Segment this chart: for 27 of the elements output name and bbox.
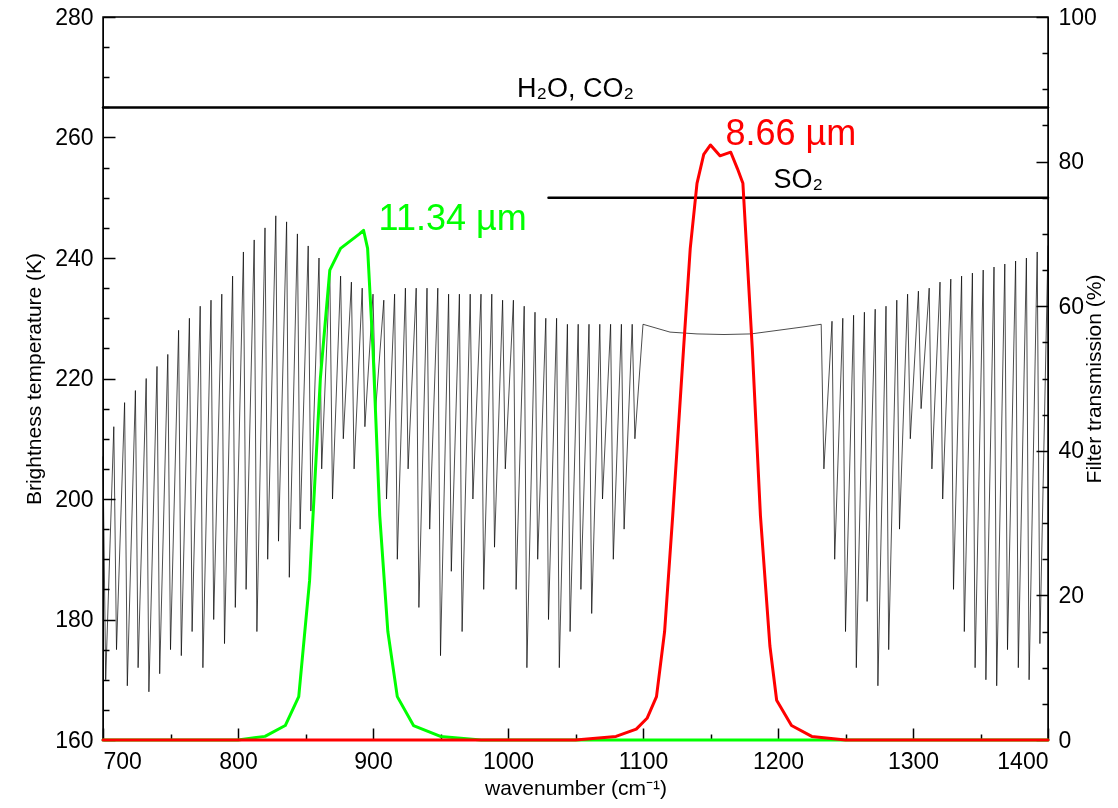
x-tick-label: 1000	[482, 747, 535, 774]
y2-tick-label: 20	[1058, 581, 1085, 608]
x-tick-label: 1200	[752, 747, 805, 774]
series-label: 8.66 µm	[725, 111, 857, 153]
x-tick-label: 1100	[618, 747, 669, 774]
x-axis-title: wavenumber (cm⁻¹)	[483, 775, 668, 799]
x-tick-label: 700	[103, 747, 142, 774]
y2-tick-label: 40	[1058, 437, 1085, 464]
series-label: 11.34 µm	[378, 197, 527, 239]
series-label: H₂O, CO₂	[517, 73, 634, 104]
y2-tick-label: 0	[1058, 726, 1072, 753]
y-tick-label: 240	[55, 244, 94, 271]
y2-tick-label: 60	[1058, 292, 1085, 319]
y-tick-label: 280	[55, 3, 94, 30]
y2-tick-label: 80	[1058, 148, 1085, 175]
x-tick-label: 1400	[997, 747, 1049, 774]
y-axis-title: Brightness temperature (K)	[22, 252, 46, 506]
y-tick-label: 180	[55, 606, 94, 632]
x-tick-label: 900	[354, 747, 393, 774]
y-tick-label: 200	[55, 485, 94, 512]
x-tick-label: 1300	[887, 747, 940, 774]
y2-tick-label: 100	[1058, 3, 1097, 30]
x-tick-label: 800	[219, 747, 258, 774]
series-label: SO₂	[773, 163, 823, 194]
y-tick-label: 260	[55, 124, 94, 150]
y-tick-label: 160	[55, 726, 94, 753]
y-tick-label: 220	[55, 365, 94, 391]
